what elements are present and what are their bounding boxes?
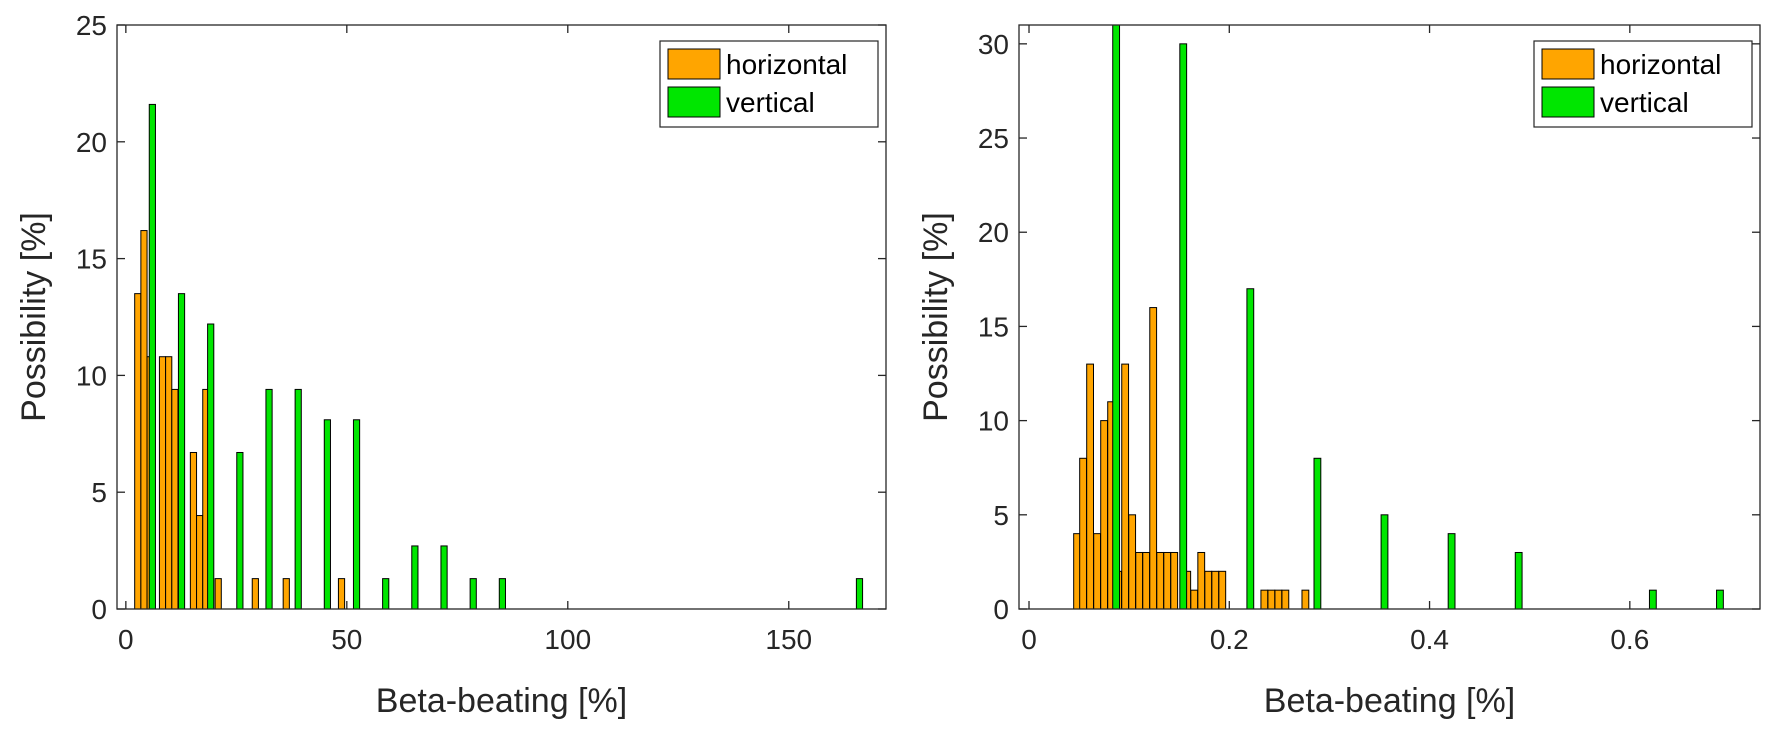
- left-bar-vertical-12: [498, 578, 506, 610]
- right-bar-vertical-4: [1380, 514, 1389, 610]
- left-x-tick-label-2: 100: [544, 624, 591, 655]
- left-y-tick-label-3: 15: [76, 244, 107, 275]
- right-bar-horizontal-23: [1274, 589, 1283, 610]
- right-bar-vertical-6: [1514, 551, 1523, 610]
- right-legend: horizontal vertical: [1533, 40, 1753, 128]
- right-bar-horizontal-11: [1149, 307, 1158, 610]
- right-bar-horizontal-14: [1170, 551, 1179, 610]
- left-bar-vertical-11: [469, 578, 477, 610]
- right-bar-horizontal-3: [1093, 533, 1102, 610]
- right-bar-horizontal-8: [1128, 514, 1137, 610]
- right-x-tick-label-3: 0.6: [1610, 624, 1649, 655]
- right-legend-swatch-horizontal: [1541, 48, 1595, 80]
- left-bar-vertical-1: [177, 293, 186, 610]
- right-bar-horizontal-13: [1163, 551, 1172, 610]
- left-bar-vertical-8: [382, 578, 390, 610]
- right-y-axis-label: Possibility [%]: [917, 212, 955, 422]
- right-bar-vertical-2: [1246, 288, 1255, 610]
- left-y-tick-label-0: 0: [91, 594, 107, 625]
- right-y-tick-label-5: 25: [978, 123, 1009, 154]
- right-y-tick-label-0: 0: [993, 594, 1009, 625]
- right-y-tick-label-1: 5: [993, 500, 1009, 531]
- right-y-tick-label-6: 30: [978, 29, 1009, 60]
- left-bar-vertical-6: [323, 419, 331, 610]
- left-bar-horizontal-1: [140, 230, 148, 610]
- left-y-tick-label-1: 5: [91, 477, 107, 508]
- right-axes-box: [1018, 24, 1761, 610]
- left-bar-horizontal-11: [251, 578, 259, 610]
- left-x-tick-label-3: 150: [765, 624, 812, 655]
- left-legend-swatch-vertical: [667, 86, 721, 118]
- left-y-tick-label-2: 10: [76, 360, 107, 391]
- left-y-tick-label-5: 25: [76, 10, 107, 41]
- left-ticks: 0 50 100 150 0 5 10 15 20 25: [76, 10, 886, 655]
- right-bar-horizontal-4: [1100, 420, 1109, 610]
- right-legend-swatch-vertical: [1541, 86, 1595, 118]
- right-bar-horizontal-19: [1211, 570, 1220, 610]
- right-bar-horizontal-16: [1190, 589, 1199, 610]
- right-x-axis-label: Beta-beating [%]: [1264, 682, 1515, 720]
- right-x-tick-label-0: 0: [1021, 624, 1037, 655]
- right-bar-horizontal-7: [1121, 363, 1130, 610]
- right-bar-horizontal-20: [1218, 570, 1227, 610]
- left-bar-vertical-10: [440, 545, 448, 610]
- left-bars: [134, 103, 864, 610]
- left-bar-horizontal-3: [158, 356, 167, 610]
- right-bar-vertical-1: [1179, 43, 1188, 610]
- left-bar-vertical-4: [265, 388, 273, 610]
- right-bar-horizontal-2: [1086, 363, 1094, 610]
- right-bar-horizontal-18: [1204, 570, 1213, 610]
- right-bar-vertical-8: [1716, 589, 1724, 610]
- right-x-tick-label-1: 0.2: [1210, 624, 1249, 655]
- left-legend-label-horizontal: horizontal: [726, 49, 847, 80]
- left-histogram: 0 50 100 150 0 5 10 15 20 25 Beta-beating [%] Pos…: [15, 10, 887, 720]
- left-legend-swatch-horizontal: [667, 48, 721, 80]
- left-legend: horizontal vertical: [659, 40, 879, 128]
- right-ticks: 0 0.2 0.4 0.6 0 5 10 15 20 25 30: [978, 25, 1760, 655]
- left-y-axis-label: Possibility [%]: [15, 212, 53, 422]
- right-legend-label-horizontal: horizontal: [1600, 49, 1721, 80]
- left-bar-vertical-0: [148, 103, 156, 610]
- right-bar-vertical-0: [1112, 24, 1121, 610]
- right-bar-horizontal-1: [1079, 457, 1087, 610]
- left-bar-horizontal-10: [214, 578, 222, 610]
- left-x-tick-label-1: 50: [331, 624, 362, 655]
- right-bar-vertical-3: [1313, 457, 1322, 610]
- right-bar-vertical-7: [1648, 589, 1657, 610]
- right-bar-horizontal-10: [1142, 551, 1151, 610]
- left-axes-box: [116, 24, 887, 610]
- right-y-tick-label-4: 20: [978, 217, 1009, 248]
- right-bar-horizontal-22: [1267, 589, 1276, 610]
- left-bar-vertical-3: [236, 451, 244, 610]
- left-y-tick-label-4: 20: [76, 127, 107, 158]
- right-legend-label-vertical: vertical: [1600, 87, 1689, 118]
- right-bar-horizontal-9: [1135, 551, 1144, 610]
- left-bar-vertical-7: [352, 419, 361, 610]
- left-x-axis-label: Beta-beating [%]: [376, 682, 627, 720]
- left-bar-horizontal-12: [282, 578, 290, 610]
- left-bar-vertical-13: [855, 578, 864, 610]
- left-bar-horizontal-4: [165, 356, 173, 610]
- right-bar-vertical-5: [1447, 533, 1456, 610]
- left-bar-horizontal-8: [196, 515, 204, 610]
- left-legend-label-vertical: vertical: [726, 87, 815, 118]
- right-bar-horizontal-17: [1197, 551, 1206, 610]
- right-y-tick-label-2: 10: [978, 406, 1009, 437]
- left-bar-horizontal-0: [134, 293, 142, 610]
- right-bar-horizontal-24: [1281, 589, 1290, 610]
- left-bar-vertical-5: [294, 388, 302, 610]
- right-y-tick-label-3: 15: [978, 311, 1009, 342]
- left-bar-horizontal-7: [189, 451, 198, 610]
- right-bar-horizontal-12: [1156, 551, 1165, 610]
- right-bar-horizontal-21: [1260, 589, 1269, 610]
- left-bar-horizontal-13: [337, 578, 346, 610]
- right-x-tick-label-2: 0.4: [1410, 624, 1449, 655]
- left-x-tick-label-0: 0: [118, 624, 134, 655]
- left-bar-vertical-2: [207, 323, 215, 610]
- left-bar-vertical-9: [411, 545, 419, 610]
- left-bar-horizontal-5: [171, 388, 179, 610]
- right-bar-horizontal-25: [1301, 589, 1310, 610]
